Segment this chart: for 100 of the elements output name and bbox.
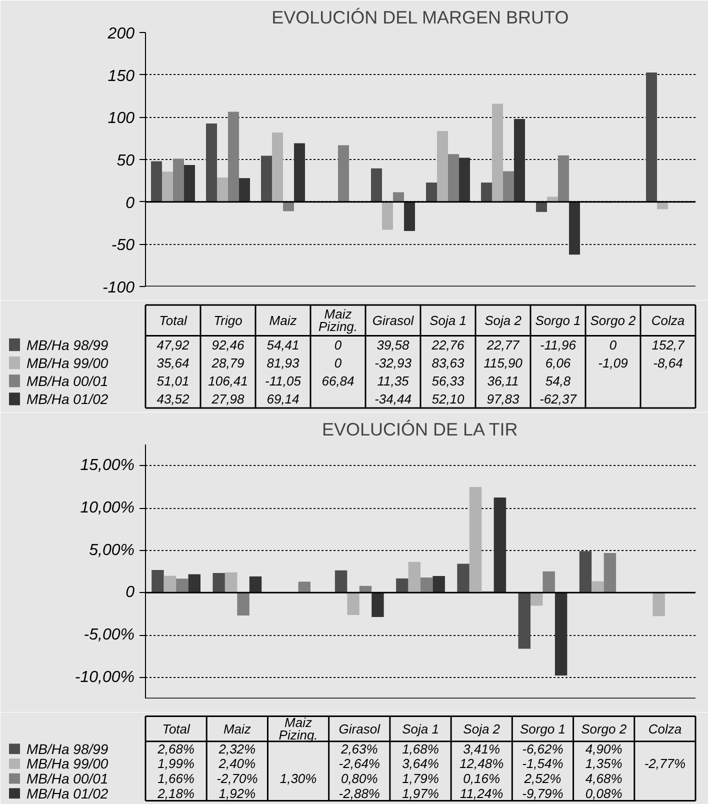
y-tick-label: 150 [108, 68, 135, 85]
y-tick-label: 100 [108, 110, 135, 128]
bar [426, 182, 437, 202]
bar [393, 192, 404, 202]
data-label: 81,93 [266, 355, 300, 370]
bar [261, 156, 272, 202]
legend-label: MB/Ha 00/01 [26, 372, 108, 389]
legend-label: MB/Ha 01/02 [26, 390, 108, 407]
bar [239, 178, 250, 202]
x-tick-label: Colza [648, 721, 682, 736]
y-tick-label: 50 [116, 152, 135, 170]
data-label: 115,90 [484, 355, 524, 370]
bar [298, 582, 310, 593]
bar [162, 172, 173, 202]
bar [514, 119, 525, 202]
legend-label: MB/Ha 98/99 [26, 740, 108, 757]
x-tick-label: Maiz Pizing. [318, 306, 358, 334]
y-tick-label: 200 [106, 26, 135, 42]
data-label: -2,77% [644, 756, 686, 772]
bar [164, 576, 176, 593]
x-tick-label: Girasol [372, 312, 415, 328]
data-label: 28,79 [210, 355, 244, 370]
bar [338, 145, 349, 202]
data-label: 2,40% [218, 756, 256, 772]
data-label: 1,35% [585, 756, 622, 772]
x-tick-label: Maiz [223, 721, 252, 736]
x-tick-label: Sorgo 1 [520, 721, 566, 736]
bar [494, 498, 506, 593]
bar [558, 155, 569, 202]
bar [382, 202, 393, 230]
data-label: 2,52% [523, 771, 562, 786]
bar [408, 562, 420, 593]
bar [237, 592, 250, 616]
bar [206, 124, 217, 202]
data-label: 0,08% [585, 786, 622, 801]
legend-label: MB/Ha 98/99 [26, 336, 108, 353]
data-label: 54,8 [545, 373, 572, 388]
data-label: 2,68% [156, 741, 194, 756]
bar [554, 592, 568, 676]
bar [396, 578, 408, 593]
x-tick-label: Total [162, 721, 192, 736]
data-label: 97,83 [486, 391, 520, 406]
data-label: 152,7 [652, 337, 686, 352]
data-label: 11,35 [377, 373, 410, 388]
data-label: 3,64% [402, 756, 439, 772]
bar [437, 131, 448, 202]
bar [217, 177, 228, 202]
x-tick-label: Girasol [338, 721, 382, 736]
bar [249, 576, 262, 593]
bar [604, 553, 616, 593]
data-label: 4,68% [585, 771, 622, 786]
data-label: 2,32% [218, 741, 256, 756]
bar [228, 112, 239, 202]
y-tick-label: -10,00% [74, 668, 134, 686]
bar [371, 168, 382, 202]
data-label: 106,41 [208, 373, 248, 388]
bar [536, 202, 547, 212]
bar [652, 592, 665, 616]
data-label: 35,64 [156, 355, 190, 370]
data-label: -2,88% [338, 786, 380, 801]
x-tick-label: Sorgo 2 [590, 312, 637, 328]
data-label: 1,30% [280, 771, 317, 786]
bar [569, 202, 580, 255]
data-label: 51,01 [156, 373, 190, 388]
bar [459, 158, 470, 202]
data-label: 0,80% [340, 771, 378, 786]
bar [579, 551, 592, 593]
data-label: 1,79% [402, 771, 439, 786]
x-tick-label: Sorgo 1 [535, 312, 581, 328]
data-label: 27,98 [210, 391, 246, 406]
data-label: 56,33 [432, 373, 466, 388]
bar [481, 182, 492, 202]
bar [347, 592, 360, 616]
y-tick-label: 15,00% [80, 457, 134, 474]
bar [492, 104, 503, 202]
bar [404, 202, 415, 231]
data-label: 1,68% [402, 741, 439, 756]
data-label: -2,64% [338, 756, 380, 772]
bar [372, 592, 384, 618]
bar [152, 570, 164, 593]
data-label: 1,97% [402, 786, 439, 801]
data-label: 69,14 [266, 391, 300, 406]
legend-label: MB/Ha 99/00 [26, 354, 108, 371]
bar [184, 164, 195, 202]
data-label: 1,99% [158, 756, 194, 772]
data-label: -2,70% [216, 771, 258, 786]
bar [151, 161, 162, 202]
bar [448, 154, 459, 202]
data-label: 22,77 [486, 337, 520, 352]
bar [212, 573, 225, 593]
data-label: 1,92% [218, 786, 256, 801]
bar [294, 143, 305, 202]
data-label: -9,79% [522, 786, 564, 801]
data-label: -34,44 [374, 391, 412, 406]
data-label: 1,66% [158, 771, 194, 786]
y-tick-label: 10,00% [80, 500, 134, 516]
legend-label: MB/Ha 00/01 [26, 770, 108, 787]
data-label: 6,06 [545, 355, 572, 370]
data-label: -1,09 [598, 355, 628, 370]
data-label: -32,93 [374, 355, 412, 370]
